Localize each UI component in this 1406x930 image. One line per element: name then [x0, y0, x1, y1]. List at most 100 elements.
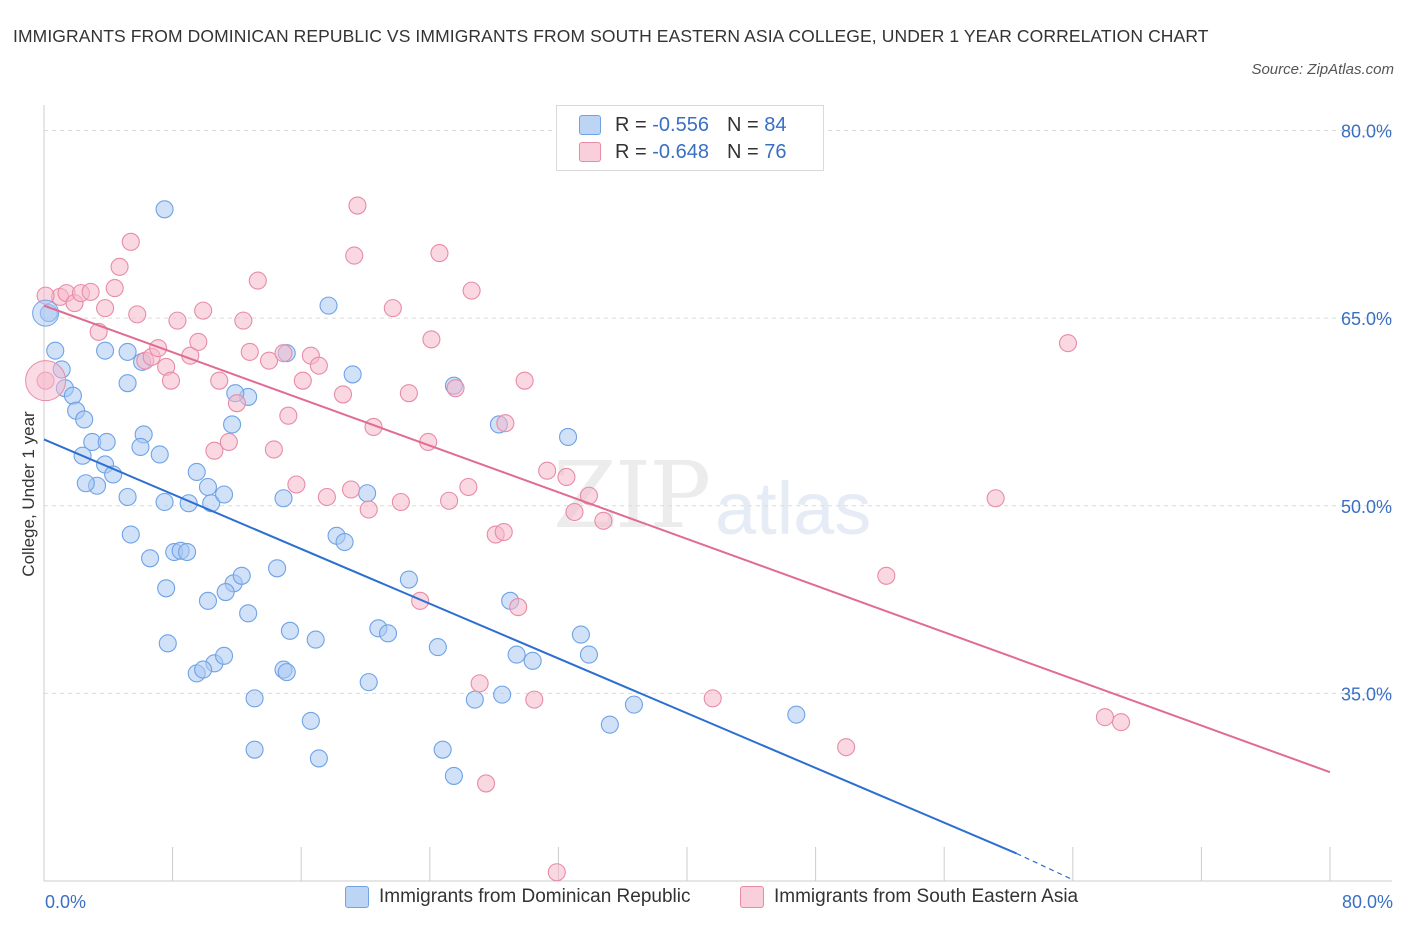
legend-item-seasia: Immigrants from South Eastern Asia — [740, 886, 1078, 908]
point-dominican — [399, 570, 418, 589]
point-dominican — [76, 474, 95, 493]
point-seasia — [234, 311, 253, 330]
point-dominican — [309, 749, 328, 768]
legend-r-value: -0.648 — [652, 140, 709, 163]
point-dominican — [216, 583, 235, 602]
point-seasia — [205, 441, 224, 460]
point-seasia — [293, 371, 312, 390]
series-legend: Immigrants from Dominican Republic Immig… — [0, 886, 1406, 916]
point-seasia — [240, 342, 259, 361]
point-dominican — [245, 740, 264, 759]
point-seasia — [470, 674, 489, 693]
point-dominican — [280, 621, 299, 640]
source-label: Source: ZipAtlas.com — [1251, 61, 1394, 78]
legend-swatch-seasia — [740, 886, 764, 908]
point-dominican — [465, 690, 484, 709]
point-dominican — [214, 646, 234, 665]
point-seasia — [274, 344, 293, 363]
point-dominican — [600, 715, 619, 734]
point-seasia — [411, 591, 430, 610]
point-dominican — [214, 485, 234, 504]
point-dominican — [63, 386, 82, 405]
trendline-dominican — [43, 438, 1017, 855]
point-dominican — [155, 200, 174, 219]
point-seasia — [837, 738, 856, 757]
point-seasia — [194, 301, 213, 320]
point-seasia — [317, 487, 336, 507]
point-seasia — [446, 379, 465, 398]
point-dominican — [507, 645, 526, 664]
legend-r-label: R = — [615, 140, 647, 163]
legend-item-dominican: Immigrants from Dominican Republic — [345, 886, 691, 908]
point-seasia — [128, 305, 147, 324]
point-dominican — [444, 766, 463, 785]
point-dominican — [378, 624, 398, 643]
point-dominican — [223, 415, 242, 434]
legend-swatch-seasia — [579, 142, 601, 162]
point-seasia — [279, 406, 298, 425]
point-seasia — [25, 360, 67, 402]
point-seasia — [189, 332, 208, 351]
legend-r-label: R = — [615, 113, 647, 136]
point-dominican — [268, 559, 287, 578]
point-seasia — [703, 689, 722, 708]
point-seasia — [496, 414, 515, 433]
point-seasia — [430, 244, 449, 263]
legend-n-label: N = — [726, 140, 759, 163]
point-dominican — [118, 487, 137, 507]
chart-title: IMMIGRANTS FROM DOMINICAN REPUBLIC VS IM… — [13, 26, 1209, 46]
trendline-dominican-extension — [1016, 852, 1074, 881]
point-seasia — [459, 477, 478, 497]
point-dominican — [155, 492, 174, 512]
point-dominican — [274, 489, 293, 508]
legend-r-value: -0.556 — [652, 113, 709, 136]
point-dominican — [118, 374, 137, 393]
legend-swatch-dominican — [579, 115, 601, 135]
point-dominican — [493, 685, 512, 704]
point-dominican — [232, 566, 251, 585]
point-seasia — [345, 246, 364, 265]
correlation-legend: R = -0.556 N = 84 R = -0.648 N = 76 — [556, 105, 824, 171]
point-seasia — [462, 281, 481, 300]
point-seasia — [110, 257, 129, 276]
point-dominican — [358, 484, 377, 503]
point-dominican — [187, 462, 206, 482]
point-dominican — [158, 634, 177, 653]
point-dominican — [46, 341, 65, 360]
point-seasia — [399, 384, 418, 403]
trendline-seasia — [43, 304, 1331, 774]
point-seasia — [287, 475, 306, 494]
x-tick-label: 0.0% — [45, 892, 86, 912]
point-seasia — [161, 371, 181, 390]
point-seasia — [986, 489, 1005, 508]
point-seasia — [1058, 334, 1078, 353]
point-seasia — [525, 690, 544, 709]
point-seasia — [515, 371, 534, 390]
point-dominican — [571, 625, 590, 644]
point-seasia — [348, 196, 367, 215]
point-seasia — [391, 492, 410, 512]
point-seasia — [210, 371, 229, 390]
point-dominican — [523, 651, 542, 670]
point-dominican — [150, 445, 169, 464]
point-dominican — [319, 296, 338, 315]
point-dominican — [131, 437, 150, 457]
point-seasia — [440, 491, 459, 510]
point-seasia — [149, 339, 168, 358]
point-dominican — [157, 579, 176, 598]
point-seasia — [333, 385, 353, 404]
point-dominican — [343, 365, 362, 384]
point-dominican — [579, 645, 598, 664]
point-dominican — [198, 477, 218, 497]
point-dominican — [558, 427, 578, 447]
x-tick-label: 80.0% — [1342, 892, 1393, 912]
point-dominican — [198, 591, 218, 610]
point-seasia — [121, 232, 140, 251]
point-seasia — [383, 299, 402, 318]
point-dominican — [787, 705, 806, 724]
point-dominican — [359, 673, 378, 692]
point-dominican — [75, 410, 94, 429]
watermark-zip: ZIP — [553, 442, 711, 549]
point-seasia — [359, 500, 378, 519]
point-seasia — [509, 598, 528, 617]
